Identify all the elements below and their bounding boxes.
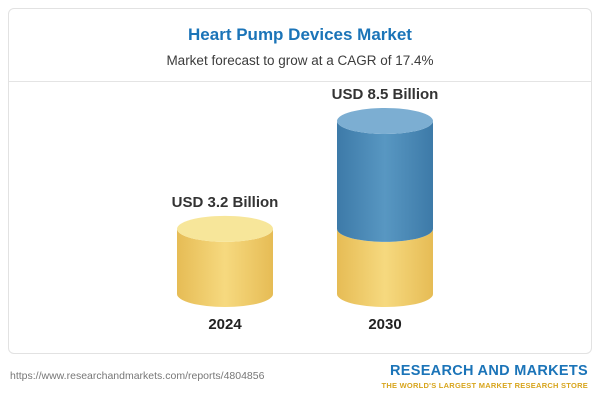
value-label-2024: USD 3.2 Billion bbox=[172, 194, 279, 211]
chart-title: Heart Pump Devices Market bbox=[188, 25, 412, 44]
category-label-2030: 2030 bbox=[368, 316, 401, 333]
value-label-2030: USD 8.5 Billion bbox=[332, 86, 439, 103]
research-and-markets-logo: RESEARCH AND MARKETS THE WORLD'S LARGEST… bbox=[382, 363, 588, 390]
divider bbox=[9, 81, 591, 82]
category-label-2024: 2024 bbox=[208, 316, 242, 333]
chart-card: Heart Pump Devices Market Market forecas… bbox=[8, 8, 592, 354]
chart-subtitle: Market forecast to grow at a CAGR of 17.… bbox=[166, 53, 434, 68]
logo-tagline: THE WORLD'S LARGEST MARKET RESEARCH STOR… bbox=[381, 380, 588, 390]
footer: https://www.researchandmarkets.com/repor… bbox=[10, 356, 588, 396]
report-url: https://www.researchandmarkets.com/repor… bbox=[10, 370, 265, 382]
chart-area: USD 3.2 Billion 2024 USD 8.5 Billion 2030 bbox=[9, 82, 591, 344]
bar-2024-segment-base bbox=[177, 228, 273, 307]
logo-text: RESEARCH AND MARKETS bbox=[390, 362, 588, 379]
bar-2024-top bbox=[177, 215, 273, 242]
cylinder-bar-chart: USD 3.2 Billion 2024 USD 8.5 Billion 2030 bbox=[172, 86, 439, 333]
bar-2030-segment-growth bbox=[337, 121, 433, 242]
bar-2030-top bbox=[337, 108, 433, 134]
bar-2030-segment-base bbox=[337, 228, 433, 307]
